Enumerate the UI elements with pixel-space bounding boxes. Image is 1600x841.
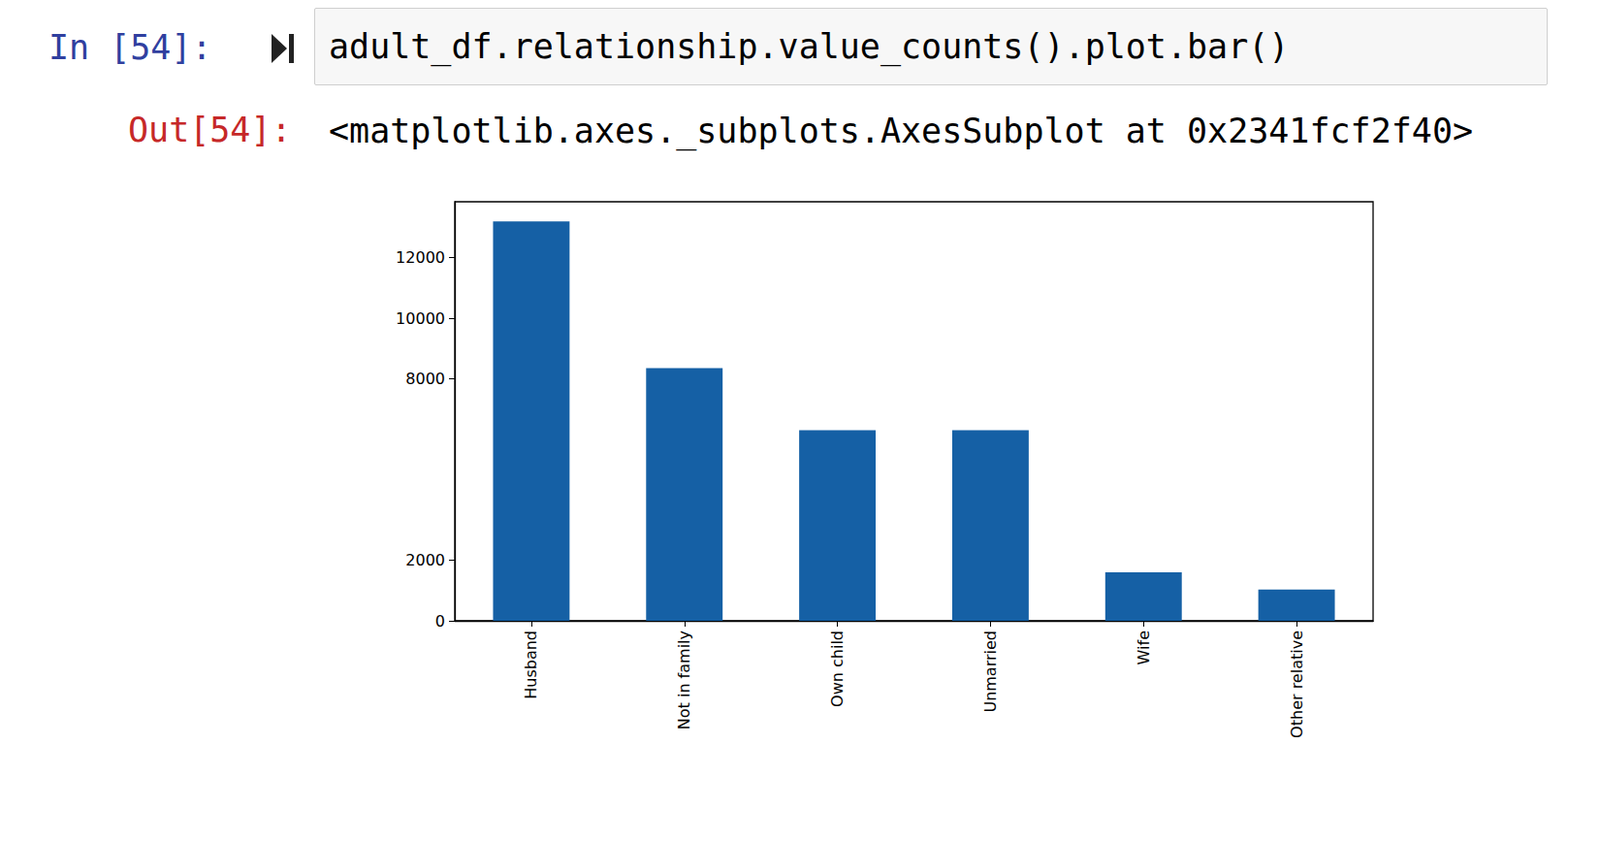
svg-text:12000: 12000 [395,248,446,267]
svg-text:10000: 10000 [395,309,446,328]
svg-text:8000: 8000 [405,369,446,388]
svg-text:Unmarried: Unmarried [981,630,1000,713]
svg-text:2000: 2000 [405,550,446,570]
html-text:In [54]:: In [54]: [48,28,212,67]
svg-text:Other relative: Other relative [1287,630,1307,738]
svg-text:Wife: Wife [1134,630,1153,665]
svg-text:0: 0 [435,611,446,631]
html-text:Out[54]:: Out[54]: [128,110,292,150]
html-text:adult_df.relationship.value_co: adult_df.relationship.value_counts().plo… [328,27,1290,66]
svg-text:Not in family: Not in family [674,630,694,730]
html-text:<matplotlib.axes._subplots.Axe: <matplotlib.axes._subplots.AxesSubplot a… [328,111,1473,151]
svg-text:Husband: Husband [521,630,541,700]
svg-text:Own child: Own child [828,630,847,707]
